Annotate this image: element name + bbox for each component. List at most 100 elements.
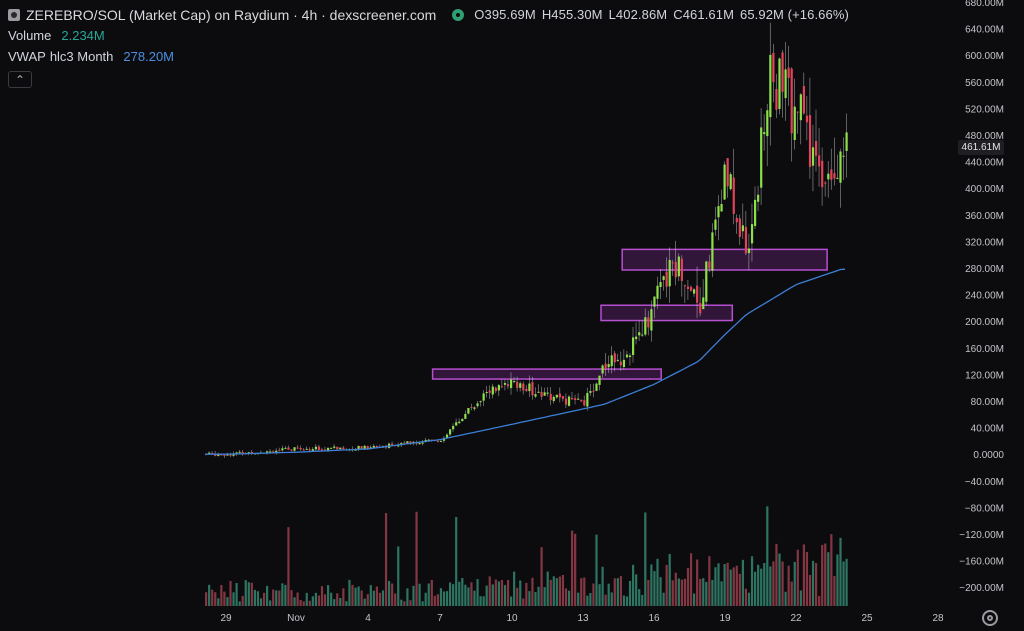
candle-body: [799, 94, 802, 121]
volume-bar: [275, 590, 278, 606]
symbol-title[interactable]: ZEREBRO/SOL (Market Cap) on Raydium · 4h…: [26, 6, 437, 23]
volume-bar: [424, 592, 427, 606]
candle-body: [363, 445, 366, 450]
time-tick-label: 13: [577, 613, 589, 624]
candle-body: [726, 158, 729, 187]
volume-bar: [622, 595, 626, 606]
volume-bar: [744, 588, 748, 606]
candle-body: [232, 453, 235, 456]
volume-bar: [397, 546, 400, 606]
candle-body: [317, 446, 321, 450]
time-tick-label: 4: [365, 613, 371, 624]
candle-body: [305, 448, 308, 450]
price-tick-label: −40.00M: [965, 477, 1004, 488]
support-zone-box[interactable]: [621, 248, 828, 271]
candle-body: [366, 446, 369, 450]
volume-row[interactable]: Volume 2.234M: [8, 25, 849, 46]
time-axis[interactable]: 29 Nov 4 7 10 13 16 19 22 25 28: [220, 613, 944, 624]
candle-body: [357, 445, 360, 450]
symbol-row: ZEREBRO/SOL (Market Cap) on Raydium · 4h…: [8, 4, 849, 25]
candle-body: [793, 106, 796, 140]
candle-body: [607, 364, 610, 368]
volume-bar: [717, 563, 720, 606]
candle-body: [503, 383, 507, 385]
time-tick-label: 29: [220, 613, 232, 624]
volume-bar: [778, 553, 781, 606]
candle-body: [354, 449, 357, 451]
volume-bar: [839, 537, 842, 606]
volume-bar: [766, 506, 769, 606]
candle-body: [223, 454, 226, 456]
volume-bar: [516, 587, 519, 606]
candle-body: [516, 381, 519, 388]
candle-body: [830, 169, 833, 180]
volume-bar: [665, 564, 668, 606]
volume-bar: [833, 575, 836, 606]
volume-bar: [824, 543, 827, 606]
candle-body: [601, 365, 604, 374]
time-tick-label: 25: [861, 613, 873, 624]
price-axis[interactable]: 680.00M 640.00M 600.00M 560.00M 520.00M 480.0…: [959, 0, 1004, 594]
candle-body: [421, 442, 424, 444]
volume-bar: [811, 560, 815, 606]
volume-bar: [299, 599, 302, 606]
volume-bar: [656, 558, 659, 606]
volume-bar: [680, 579, 683, 606]
volume-bar: [394, 593, 397, 606]
candle-body: [375, 445, 378, 447]
candle-body: [671, 262, 674, 264]
volume-bar: [433, 595, 436, 606]
support-zone-box[interactable]: [600, 304, 734, 322]
candle-body: [796, 111, 799, 113]
vwap-row[interactable]: VWAP hlc3 Month 278.20M: [8, 46, 849, 67]
support-zone-box[interactable]: [431, 368, 662, 380]
volume-bar: [211, 589, 214, 606]
candle-body: [842, 155, 845, 157]
volume-bar: [635, 574, 638, 606]
volume-bar: [455, 517, 458, 606]
ohlc-high: H455.30M: [541, 6, 603, 22]
candle-body: [278, 450, 281, 452]
candle-body: [403, 442, 406, 444]
candle-body: [577, 398, 580, 400]
volume-bar: [467, 587, 470, 606]
volume-bar: [592, 583, 595, 606]
candle-body: [494, 387, 497, 392]
volume-bar: [406, 588, 409, 606]
volume-bar: [354, 587, 357, 606]
candle-body: [674, 261, 677, 278]
volume-bar: [290, 590, 293, 606]
gear-icon[interactable]: [982, 610, 998, 626]
candle-body: [772, 52, 775, 83]
volume-bar: [235, 582, 238, 606]
candle-body: [339, 447, 342, 450]
volume-bar: [412, 585, 415, 606]
volume-bar: [769, 566, 772, 606]
candle-body: [513, 381, 516, 383]
visibility-dot-icon[interactable]: [452, 8, 465, 21]
candle-body: [747, 248, 751, 254]
candle-body: [787, 67, 790, 78]
volume-bar: [845, 558, 848, 606]
volume-bar: [442, 591, 446, 606]
volume-bar: [558, 576, 561, 606]
volume-bar: [625, 596, 629, 606]
volume-bar: [775, 543, 778, 606]
candle-body: [711, 232, 714, 271]
candle-body: [686, 286, 690, 289]
candle-body: [455, 422, 458, 426]
volume-bar: [403, 601, 406, 606]
candle-body: [760, 127, 763, 188]
price-tick-label: 360.00M: [965, 211, 1004, 222]
volume-bar: [479, 596, 482, 606]
volume-bar: [805, 551, 809, 606]
candle-body: [589, 390, 592, 393]
volume-bar: [308, 600, 311, 606]
candle-body: [290, 449, 293, 451]
candle-body: [610, 355, 613, 367]
collapse-legend-button[interactable]: ⌃: [8, 71, 32, 88]
volume-bar: [464, 584, 467, 606]
token-logo-icon: [8, 8, 20, 21]
volume-bar: [519, 580, 522, 606]
